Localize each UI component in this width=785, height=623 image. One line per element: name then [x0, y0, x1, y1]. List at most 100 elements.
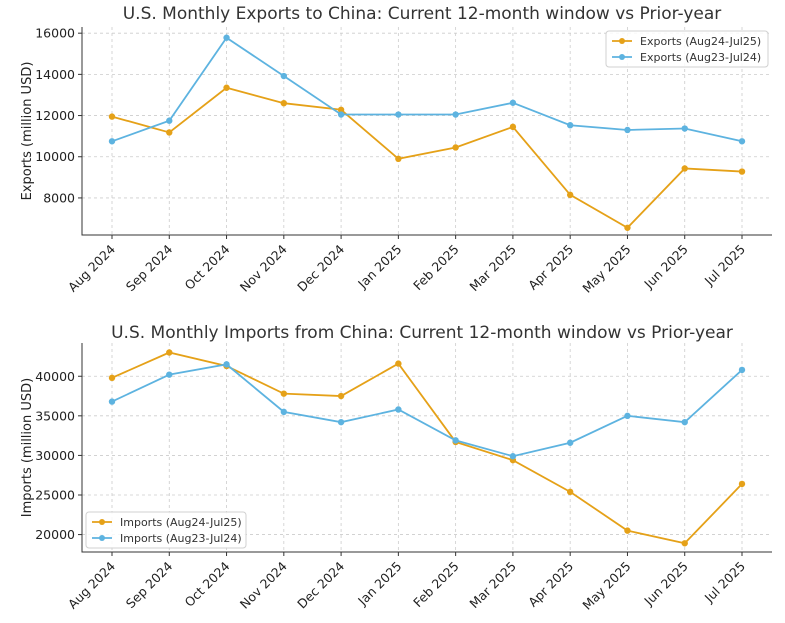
y-tick-label: 25000 [35, 488, 75, 503]
series-line-2 [111, 36, 743, 143]
y-axis-label: Exports (million USD) [20, 62, 35, 201]
data-point [566, 191, 574, 199]
axes-spine [81, 343, 772, 553]
data-point [280, 408, 288, 416]
data-point [566, 122, 574, 129]
legend-swatch-marker [619, 54, 625, 60]
data-point [738, 168, 746, 175]
chart-panel-1: U.S. Monthly Exports to China: Current 1… [20, 4, 772, 296]
x-tick-label: Dec 2024 [294, 241, 347, 294]
x-tick-label: Jan 2025 [354, 242, 404, 292]
data-point [395, 360, 402, 367]
x-tick-label: Oct 2024 [181, 558, 232, 609]
data-point [166, 371, 173, 378]
data-point [108, 398, 116, 405]
legend-entry-label: Imports (Aug23-Jul24) [120, 532, 242, 545]
data-point [223, 34, 230, 41]
data-point [738, 138, 746, 145]
data-point [509, 453, 517, 460]
y-tick-label: 8000 [43, 190, 75, 205]
data-point [337, 392, 345, 400]
series-line-1 [111, 86, 743, 229]
y-tick-label: 16000 [35, 26, 75, 41]
x-tick-label: Jun 2025 [640, 559, 690, 609]
data-point [452, 144, 459, 151]
legend-swatch-marker [99, 519, 105, 525]
data-point [452, 111, 459, 118]
y-tick-label: 35000 [35, 408, 75, 423]
data-point [280, 99, 288, 107]
x-tick-label: May 2025 [579, 559, 633, 613]
data-point [223, 361, 230, 368]
data-point [395, 111, 402, 118]
chart-title: U.S. Monthly Exports to China: Current 1… [123, 4, 722, 24]
x-tick-label: Aug 2024 [65, 241, 118, 294]
chart-panel-2: U.S. Monthly Imports from China: Current… [20, 323, 772, 613]
data-point [738, 480, 746, 488]
data-point [624, 126, 631, 134]
x-tick-label: Nov 2024 [237, 241, 290, 294]
data-point [337, 106, 345, 113]
x-tick-label: Oct 2024 [181, 241, 232, 292]
x-tick-label: Mar 2025 [466, 559, 519, 612]
data-point [681, 540, 688, 547]
series-line-1 [111, 351, 743, 545]
x-tick-label: Jul 2025 [701, 242, 748, 289]
series-line-2 [111, 363, 743, 458]
data-point [452, 437, 459, 444]
x-tick-label: Jun 2025 [640, 242, 690, 292]
y-tick-label: 14000 [35, 67, 75, 82]
x-tick-label: Apr 2025 [525, 242, 576, 293]
legend-swatch-marker [619, 38, 625, 44]
data-point [337, 111, 345, 118]
data-point [681, 125, 688, 132]
data-point [395, 155, 402, 163]
x-tick-label: Mar 2025 [466, 242, 519, 295]
x-tick-label: Feb 2025 [410, 242, 462, 294]
x-tick-label: Nov 2024 [237, 558, 290, 611]
data-point [108, 113, 116, 120]
axes-spine [81, 27, 772, 236]
x-tick-label: Feb 2025 [410, 559, 462, 611]
x-tick-label: Sep 2024 [123, 558, 176, 611]
x-tick-label: Dec 2024 [294, 558, 347, 611]
x-tick-label: Jan 2025 [354, 559, 404, 609]
chart-title: U.S. Monthly Imports from China: Current… [111, 323, 733, 343]
data-point [681, 165, 688, 172]
data-point [280, 72, 288, 80]
legend-entry-label: Exports (Aug24-Jul25) [640, 35, 761, 48]
legend: Exports (Aug24-Jul25) Exports (Aug23-Jul2… [605, 30, 769, 68]
data-point [223, 84, 230, 91]
data-point [395, 406, 402, 413]
data-point [738, 366, 746, 374]
legend-swatch-marker [99, 535, 105, 541]
y-tick-label: 30000 [35, 448, 75, 463]
data-point [108, 374, 116, 382]
data-point [166, 129, 173, 136]
x-tick-label: Sep 2024 [123, 241, 176, 294]
y-tick-label: 12000 [35, 108, 75, 123]
x-tick-label: Apr 2025 [525, 559, 576, 610]
legend: Imports (Aug24-Jul25) Imports (Aug23-Jul2… [85, 511, 247, 549]
data-point [624, 527, 631, 534]
y-tick-label: 10000 [35, 149, 75, 164]
data-point [166, 117, 173, 124]
data-point [566, 488, 574, 496]
legend-box [85, 511, 247, 549]
legend-entry-label: Exports (Aug23-Jul24) [640, 51, 761, 64]
data-point [681, 418, 688, 426]
data-point [624, 412, 631, 420]
x-tick-label: Jul 2025 [701, 559, 748, 606]
x-tick-label: May 2025 [579, 242, 633, 296]
data-point [280, 390, 288, 397]
data-point [566, 439, 574, 446]
data-point [166, 349, 173, 356]
data-point [509, 99, 517, 106]
legend-entry-label: Imports (Aug24-Jul25) [120, 516, 242, 529]
y-tick-label: 20000 [35, 527, 75, 542]
data-point [624, 224, 631, 231]
y-axis-label: Imports (million USD) [20, 378, 35, 517]
data-point [108, 138, 116, 145]
